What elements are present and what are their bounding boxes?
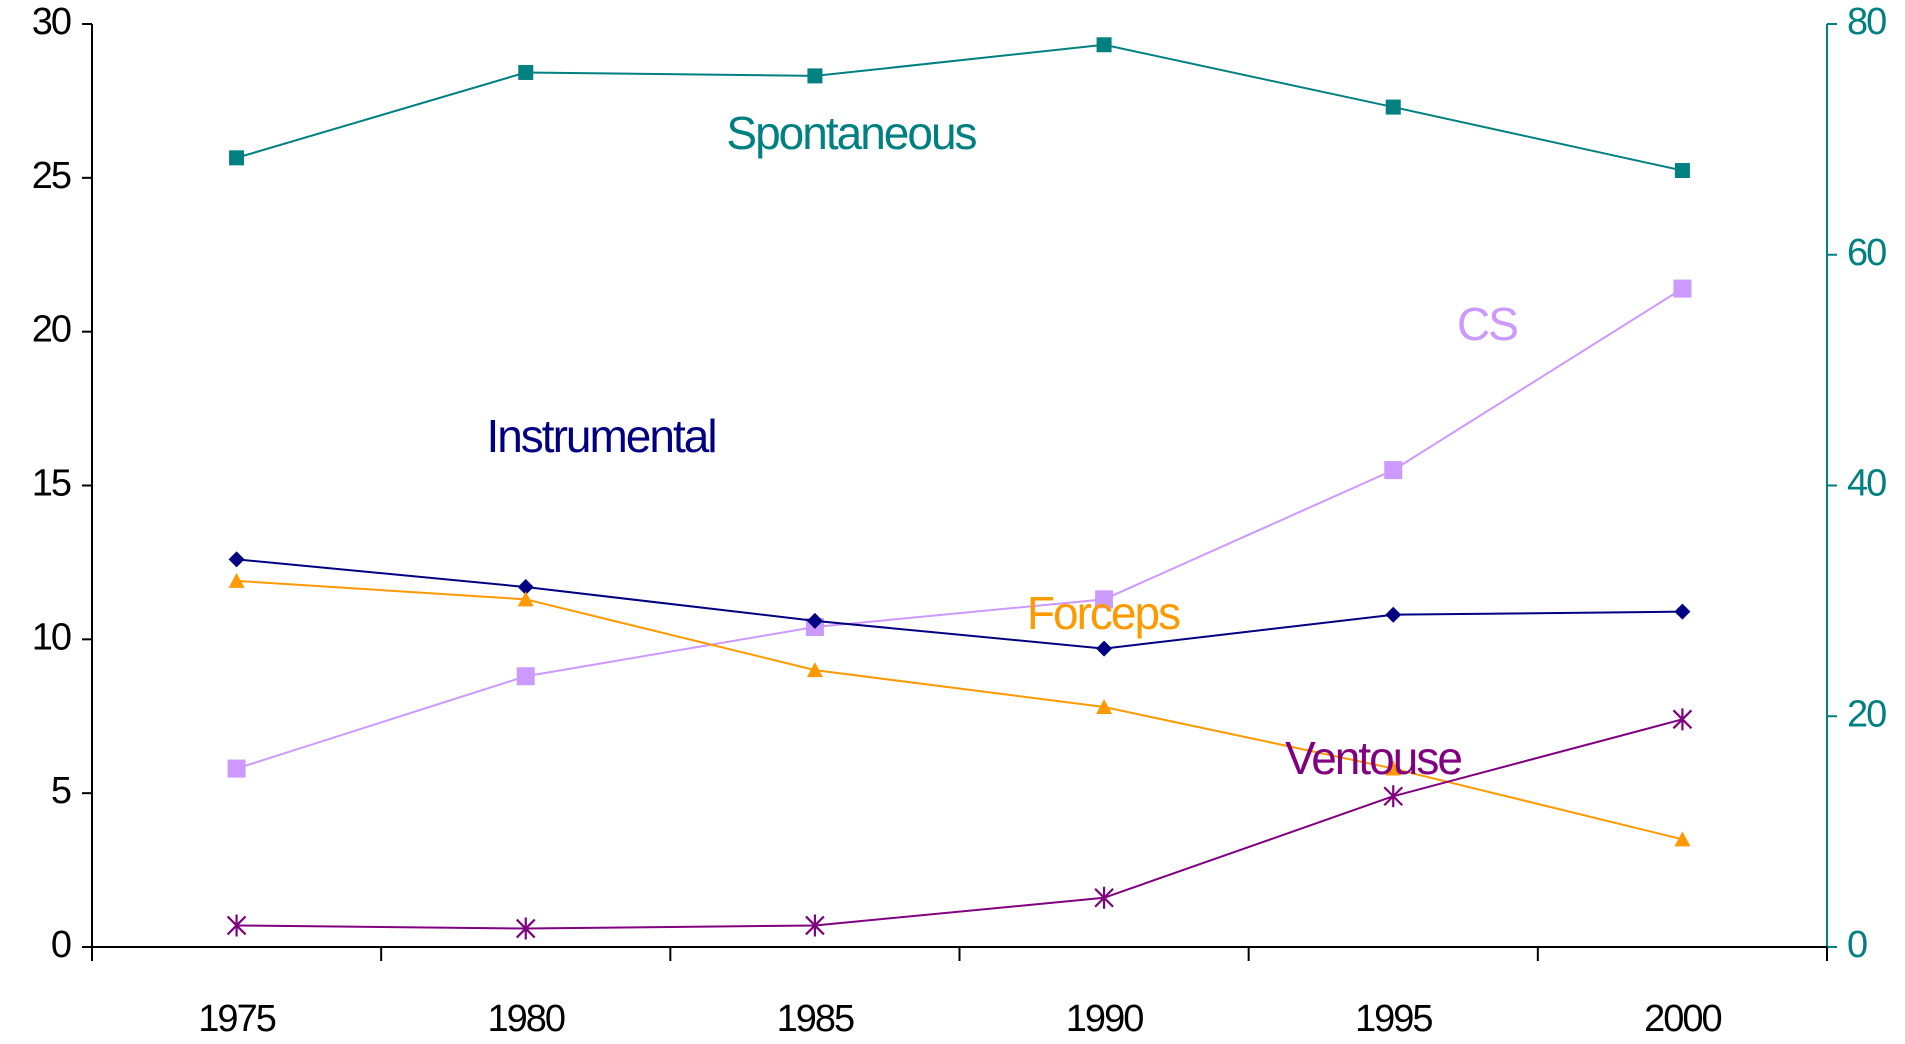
- marker: [516, 667, 535, 686]
- series-label: Ventouse: [1285, 732, 1461, 784]
- marker: [1385, 99, 1401, 115]
- series-line: [236, 718, 1683, 930]
- marker: [515, 917, 536, 940]
- series-label: Forceps: [1027, 587, 1180, 639]
- marker: [1094, 886, 1114, 909]
- y-tick-label: 10: [32, 616, 71, 658]
- marker: [1383, 785, 1404, 808]
- series-line: [236, 579, 1683, 841]
- marker: [1096, 37, 1112, 53]
- y2-tick-label: 60: [1847, 232, 1886, 274]
- series-label: CS: [1457, 298, 1517, 350]
- y-tick-label: 25: [32, 155, 71, 197]
- marker: [1095, 590, 1114, 609]
- marker: [518, 64, 534, 80]
- x-tick-label: 1985: [777, 998, 854, 1040]
- y2-tick-label: 0: [1847, 924, 1867, 966]
- y2-tick-label: 80: [1847, 1, 1886, 43]
- marker: [806, 662, 823, 678]
- marker: [1672, 708, 1693, 731]
- marker: [1673, 279, 1692, 298]
- marker: [1096, 640, 1113, 657]
- marker: [229, 150, 245, 166]
- marker: [226, 914, 247, 937]
- marker: [517, 579, 534, 596]
- marker: [807, 68, 823, 84]
- series-line: [236, 287, 1683, 770]
- y2-tick-label: 40: [1847, 463, 1886, 505]
- x-tick-label: 1990: [1066, 998, 1143, 1040]
- y-tick-label: 20: [32, 309, 71, 351]
- series-label: Instrumental: [486, 410, 715, 462]
- marker: [1096, 699, 1113, 715]
- marker: [1674, 163, 1690, 179]
- marker: [805, 914, 825, 937]
- marker: [1385, 760, 1402, 776]
- series-line: [236, 558, 1683, 650]
- y-tick-label: 30: [32, 1, 71, 43]
- x-tick-label: 2000: [1644, 998, 1721, 1040]
- x-tick-label: 1995: [1355, 998, 1432, 1040]
- y-tick-label: 5: [51, 770, 71, 812]
- marker: [806, 612, 823, 629]
- y-tick-label: 0: [51, 924, 71, 966]
- series-line: [236, 43, 1683, 172]
- series-label: Spontaneous: [726, 107, 976, 159]
- y-tick-label: 15: [32, 463, 71, 505]
- x-tick-label: 1975: [198, 998, 275, 1040]
- marker: [228, 551, 245, 568]
- marker: [227, 759, 246, 778]
- y2-tick-label: 20: [1847, 693, 1886, 735]
- marker: [1674, 831, 1691, 847]
- marker: [1674, 603, 1691, 620]
- marker: [517, 591, 534, 607]
- marker: [1384, 461, 1403, 480]
- marker: [1385, 606, 1402, 623]
- x-tick-label: 1980: [487, 998, 564, 1040]
- marker: [228, 572, 245, 588]
